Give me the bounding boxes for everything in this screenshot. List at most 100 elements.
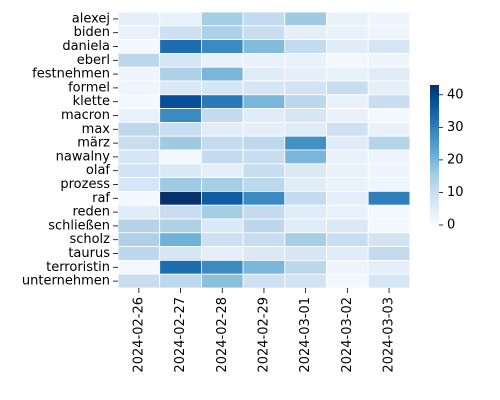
colorbar-tick-label: 40: [447, 87, 464, 102]
heatmap-cell: [326, 232, 369, 248]
heatmap-cell: [367, 259, 411, 275]
heatmap-cell: [242, 149, 286, 165]
row-label: taurus: [68, 246, 110, 261]
colorbar-tick-label: 10: [447, 185, 464, 200]
heatmap-cell: [284, 259, 327, 275]
heatmap-cell: [326, 66, 369, 82]
heatmap-cell: [200, 190, 244, 206]
heatmap-cell: [367, 25, 411, 40]
heatmap-cell: [326, 218, 369, 234]
heatmap-cell: [284, 94, 327, 110]
heatmap-cell: [242, 218, 286, 234]
heatmap-cell: [367, 218, 411, 234]
heatmap-cell: [326, 177, 369, 192]
row-label: daniela: [62, 39, 110, 54]
heatmap-cell: [200, 149, 244, 165]
heatmap-cell: [326, 53, 369, 68]
heatmap-cell: [242, 246, 286, 261]
heatmap-cell: [326, 39, 369, 54]
heatmap-cell: [326, 108, 369, 123]
heatmap-cell: [326, 273, 369, 289]
heatmap-cell: [117, 149, 161, 165]
heatmap-cell: [284, 218, 327, 234]
heatmap-cell: [242, 259, 286, 275]
heatmap-cell: [367, 108, 411, 123]
heatmap-cell: [117, 66, 161, 82]
heatmap-cell: [159, 246, 202, 261]
column-label: 2024-03-01: [298, 297, 313, 373]
heatmap-cell: [242, 122, 286, 137]
heatmap-cell: [200, 11, 244, 27]
heatmap-cell: [200, 177, 244, 192]
heatmap-cell: [159, 53, 202, 68]
heatmap-cell: [117, 218, 161, 234]
heatmap-cell: [367, 163, 411, 179]
heatmap-cell: [242, 135, 286, 151]
heatmap-cell: [200, 39, 244, 54]
heatmap-cell: [367, 246, 411, 261]
heatmap-cell: [284, 232, 327, 248]
heatmap-cell: [159, 11, 202, 27]
heatmap-cell: [284, 190, 327, 206]
heatmap-cell: [117, 204, 161, 220]
heatmap-cell: [367, 66, 411, 82]
heatmap-cell: [284, 246, 327, 261]
heatmap-cell: [284, 149, 327, 165]
heatmap-cell: [242, 53, 286, 68]
heatmap-cell: [242, 66, 286, 82]
heatmap-cell: [200, 94, 244, 110]
row-label: terroristin: [46, 260, 110, 275]
colorbar-tick-label: 20: [447, 152, 464, 167]
heatmap-cell: [200, 273, 244, 289]
heatmap-cell: [242, 108, 286, 123]
heatmap-cell: [284, 11, 327, 27]
heatmap-cell: [159, 218, 202, 234]
heatmap-cell: [159, 149, 202, 165]
heatmap-cell: [326, 135, 369, 151]
row-label: scholz: [69, 232, 110, 247]
heatmap-cell: [326, 25, 369, 40]
heatmap-cell: [200, 232, 244, 248]
heatmap-cell: [159, 25, 202, 40]
heatmap-cell: [284, 163, 327, 179]
heatmap-cell: [284, 53, 327, 68]
heatmap-cell: [159, 108, 202, 123]
heatmap-cell: [367, 177, 411, 192]
heatmap-cell: [242, 163, 286, 179]
heatmap-cell: [117, 11, 161, 27]
heatmap-cell: [242, 94, 286, 110]
heatmap-cell: [117, 190, 161, 206]
heatmap-cell: [284, 80, 327, 96]
column-label: 2024-02-29: [256, 297, 271, 373]
heatmap-cell: [367, 53, 411, 68]
heatmap-cell: [326, 80, 369, 96]
heatmap-cell: [117, 108, 161, 123]
heatmap-cell: [284, 25, 327, 40]
heatmap-cell: [200, 218, 244, 234]
heatmap-cell: [200, 246, 244, 261]
heatmap-cell: [117, 259, 161, 275]
row-label: eberl: [77, 53, 110, 68]
heatmap-cell: [117, 53, 161, 68]
row-label: macron: [61, 108, 110, 123]
row-label: prozess: [60, 177, 110, 192]
heatmap-cell: [326, 122, 369, 137]
heatmap-cell: [326, 190, 369, 206]
row-label: märz: [77, 136, 110, 151]
heatmap-cell: [367, 273, 411, 289]
row-label: biden: [74, 25, 110, 40]
heatmap-cell: [159, 190, 202, 206]
heatmap-cell: [200, 53, 244, 68]
heatmap-cell: [200, 204, 244, 220]
heatmap-cell: [117, 177, 161, 192]
heatmap-cell: [326, 259, 369, 275]
column-label: 2024-02-26: [131, 297, 146, 373]
heatmap-cell: [200, 66, 244, 82]
heatmap-cell: [159, 66, 202, 82]
heatmap-cell: [367, 80, 411, 96]
heatmap-cell: [242, 80, 286, 96]
heatmap-cell: [367, 39, 411, 54]
heatmap-cell: [367, 190, 411, 206]
row-label: klette: [73, 94, 110, 109]
